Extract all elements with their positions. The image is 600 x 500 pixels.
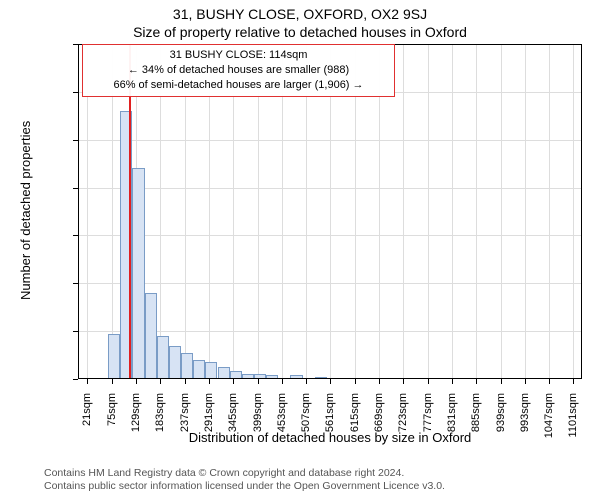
title-main: 31, BUSHY CLOSE, OXFORD, OX2 9SJ bbox=[0, 6, 600, 22]
chart-container: { "title_main": "31, BUSHY CLOSE, OXFORD… bbox=[0, 0, 600, 500]
x-tick-mark bbox=[379, 379, 380, 384]
x-tick-mark bbox=[452, 379, 453, 384]
x-tick-mark bbox=[185, 379, 186, 384]
axis-left bbox=[78, 44, 79, 379]
histogram-bar bbox=[205, 362, 217, 379]
x-tick-mark bbox=[160, 379, 161, 384]
info-box: 31 BUSHY CLOSE: 114sqm ← 34% of detached… bbox=[82, 44, 395, 97]
x-tick-mark bbox=[573, 379, 574, 384]
x-tick-mark bbox=[403, 379, 404, 384]
x-tick-mark bbox=[136, 379, 137, 384]
histogram-bar bbox=[132, 168, 144, 379]
x-tick-mark bbox=[501, 379, 502, 384]
x-tick-mark bbox=[112, 379, 113, 384]
y-tick-mark bbox=[73, 379, 78, 380]
histogram-bar bbox=[193, 360, 205, 379]
histogram-bar bbox=[157, 336, 169, 379]
info-line-3: 66% of semi-detached houses are larger (… bbox=[91, 78, 386, 93]
histogram-bar bbox=[169, 346, 181, 380]
x-tick-mark bbox=[306, 379, 307, 384]
x-tick-mark bbox=[258, 379, 259, 384]
x-tick-mark bbox=[282, 379, 283, 384]
footer: Contains HM Land Registry data © Crown c… bbox=[44, 467, 445, 494]
info-line-1: 31 BUSHY CLOSE: 114sqm bbox=[91, 48, 386, 63]
x-tick-mark bbox=[355, 379, 356, 384]
x-tick-mark bbox=[330, 379, 331, 384]
footer-line-2: Contains public sector information licen… bbox=[44, 480, 445, 494]
title-sub: Size of property relative to detached ho… bbox=[0, 24, 600, 40]
x-axis-label: Distribution of detached houses by size … bbox=[78, 430, 582, 445]
histogram-bar bbox=[145, 293, 157, 379]
x-tick-mark bbox=[525, 379, 526, 384]
footer-line-1: Contains HM Land Registry data © Crown c… bbox=[44, 467, 445, 481]
x-tick-mark bbox=[476, 379, 477, 384]
y-axis-label: Number of detached properties bbox=[18, 121, 33, 300]
histogram-bar bbox=[181, 353, 193, 379]
x-tick-mark bbox=[428, 379, 429, 384]
x-tick-mark bbox=[209, 379, 210, 384]
histogram-bar bbox=[108, 334, 120, 379]
info-line-2: ← 34% of detached houses are smaller (98… bbox=[91, 63, 386, 78]
axis-right bbox=[581, 44, 582, 379]
x-tick-mark bbox=[233, 379, 234, 384]
x-tick-mark bbox=[549, 379, 550, 384]
x-tick-mark bbox=[87, 379, 88, 384]
